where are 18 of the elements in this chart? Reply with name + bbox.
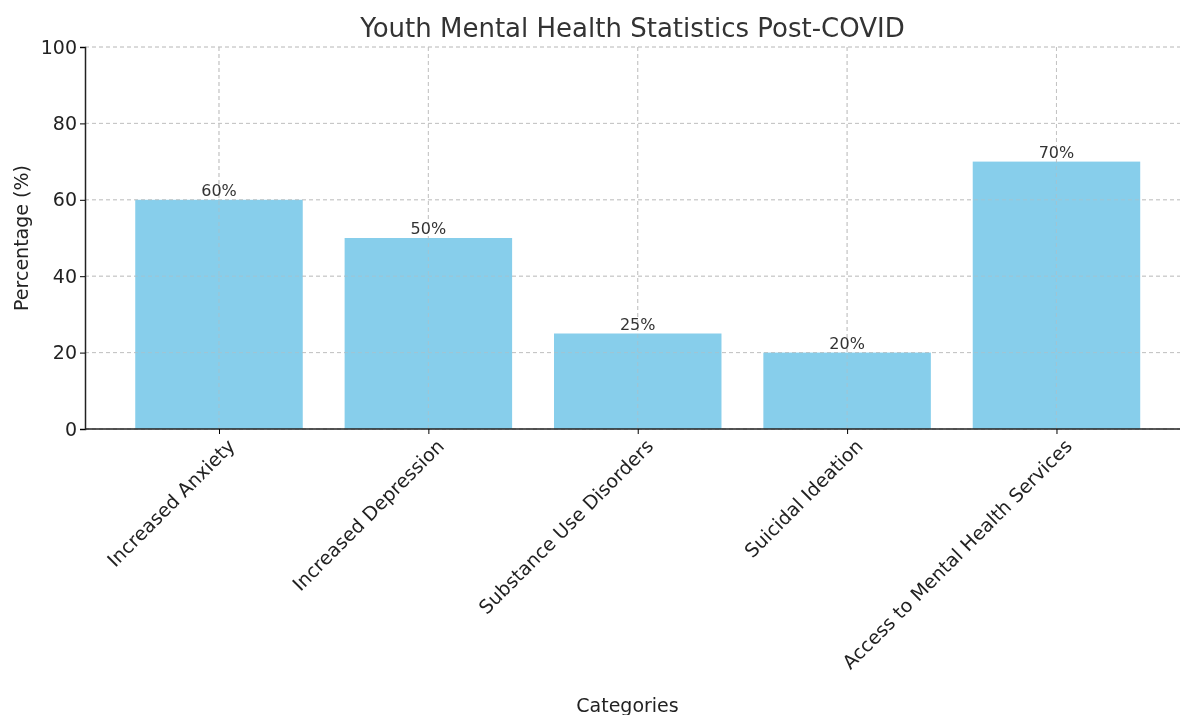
y-tick-label: 80 [52,111,77,134]
data-label: 60% [201,180,237,200]
data-label: 20% [829,333,865,353]
y-tick-label: 60 [52,188,77,211]
y-tick-label: 40 [52,264,77,287]
y-tick-label: 0 [64,417,77,440]
bar [763,352,931,429]
bar [344,238,513,429]
bar [553,333,722,429]
y-axis-title: Percentage (%) [10,165,32,311]
data-label: 70% [1038,142,1075,162]
data-label: 50% [410,219,447,238]
bar [972,161,1141,429]
y-tick-label: 100 [40,35,77,58]
chart-title: Youth Mental Health Statistics Post-COVID [359,13,905,43]
data-label: 25% [619,314,656,334]
y-tick-label: 20 [52,341,77,364]
bar [135,199,303,429]
